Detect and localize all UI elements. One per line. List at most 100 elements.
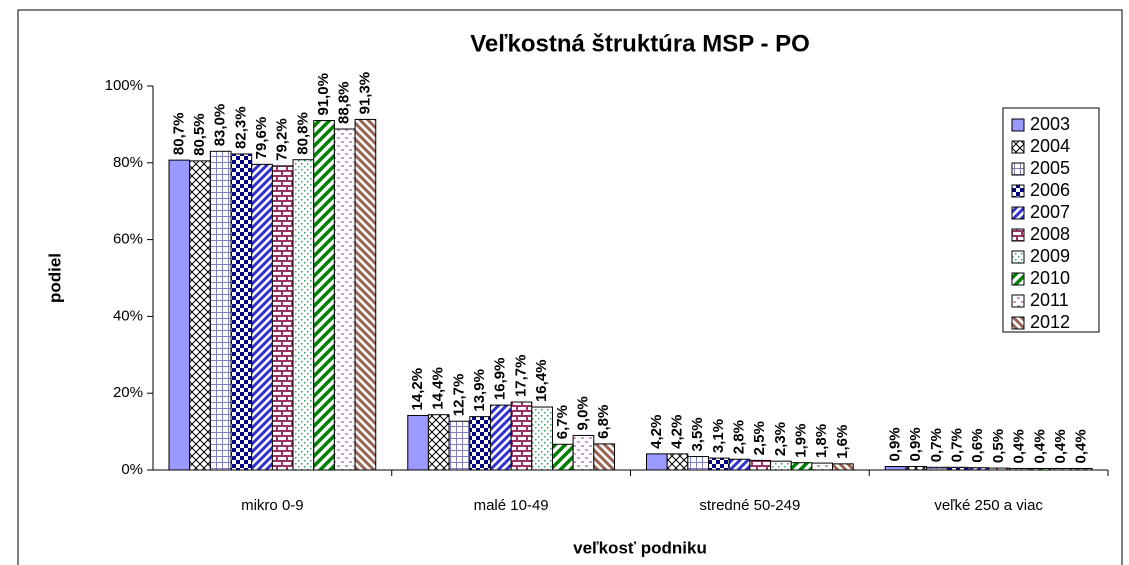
legend-label: 2011 [1030,290,1069,310]
data-label: 88,8% [336,81,353,124]
bar [593,443,616,471]
legend-label: 2008 [1030,224,1070,244]
data-label: 80,7% [170,113,187,156]
bar [1008,467,1031,471]
data-label: 14,2% [409,368,426,411]
bar [988,467,1010,471]
data-label: 3,5% [689,417,706,451]
bar [407,414,429,471]
bar [230,153,253,471]
bar [749,459,772,471]
data-label: 80,5% [191,113,208,156]
data-label: 83,0% [212,104,229,147]
data-label: 6,8% [595,405,612,439]
bar [1029,467,1052,471]
y-tick-label: 20% [113,384,143,401]
bar [572,434,595,471]
data-label: 1,8% [813,424,830,458]
bar [946,466,969,471]
legend-label: 2004 [1030,136,1070,156]
bar [832,463,854,471]
bar [427,414,450,471]
legend-swatch [1011,118,1025,132]
legend-label: 2005 [1030,158,1070,178]
data-label: 0,5% [990,429,1007,463]
data-label: 12,7% [450,374,467,417]
bar [551,443,574,471]
bar [811,462,834,471]
bar [728,458,751,471]
data-label: 0,6% [969,428,986,462]
data-label: 2,8% [731,420,748,454]
bar [905,466,928,471]
legend-swatch [1011,250,1025,264]
legend-swatch [1011,206,1025,220]
data-label: 2,5% [751,421,768,455]
bar [967,467,990,471]
x-tick-label: veľké 250 a viac [934,497,1043,514]
data-label: 16,9% [492,358,509,401]
data-label: 16,4% [533,359,550,402]
data-label: 2,3% [772,422,789,456]
legend-label: 2003 [1030,114,1070,134]
x-tick-label: malé 10-49 [474,497,549,514]
legend-label: 2010 [1030,268,1070,288]
data-label: 0,9% [887,427,904,461]
data-label: 80,8% [294,112,311,155]
bar [510,401,533,471]
legend-swatch [1011,316,1025,330]
data-label: 4,2% [668,415,685,449]
y-tick-label: 60% [113,231,143,248]
legend-swatch [1011,184,1025,198]
bar [292,159,315,471]
bar [926,466,948,471]
y-tick-label: 0% [121,461,143,478]
bar [333,128,356,471]
data-label: 3,1% [710,419,727,453]
legend-swatch [1011,162,1025,176]
bar [708,457,730,471]
y-tick-label: 40% [113,307,143,324]
bar [1070,467,1093,471]
chart-title: Veľkostná štruktúra MSP - PO [470,30,810,57]
x-tick-label: mikro 0-9 [241,497,304,514]
bar [271,165,294,471]
bar [251,163,273,471]
data-label: 0,4% [1052,429,1069,463]
y-axis-label: podiel [45,253,64,303]
legend-swatch [1011,272,1025,286]
bar [489,404,512,471]
data-label: 9,0% [574,396,591,430]
bar [1050,467,1072,471]
y-tick-label: 80% [113,154,143,171]
legend-swatch [1011,294,1025,308]
data-label: 1,9% [793,424,810,458]
data-label: 91,0% [315,73,332,116]
data-label: 14,4% [430,367,447,410]
data-label: 79,6% [253,117,270,160]
legend-label: 2007 [1030,202,1070,222]
data-label: 0,4% [1073,429,1090,463]
data-label: 0,4% [1031,429,1048,463]
bar [469,416,491,471]
x-tick-label: stredné 50-249 [699,497,800,514]
bar [884,466,907,471]
bar [687,456,710,471]
data-label: 79,2% [274,118,291,161]
bar [646,453,668,471]
legend-label: 2012 [1030,312,1070,332]
bar [770,460,792,471]
data-label: 0,7% [928,428,945,462]
bar [354,118,377,471]
data-label: 0,9% [907,427,924,461]
data-label: 91,3% [356,72,373,115]
bar [531,406,553,471]
bar [790,462,813,471]
data-label: 6,7% [554,405,571,439]
x-axis-label: veľkosť podniku [573,538,707,557]
data-label: 0,4% [1011,429,1028,463]
bar [189,160,211,471]
data-label: 13,9% [471,369,488,412]
legend-swatch [1011,140,1025,154]
